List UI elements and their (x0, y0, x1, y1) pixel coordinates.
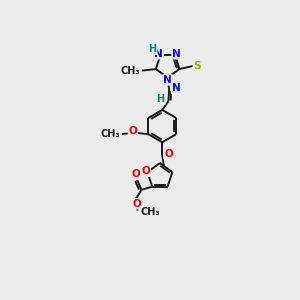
Text: O: O (164, 149, 173, 159)
Text: O: O (128, 126, 137, 136)
Text: N: N (172, 83, 181, 93)
Text: CH₃: CH₃ (141, 207, 160, 217)
Text: H: H (157, 94, 165, 104)
Text: H: H (148, 44, 157, 54)
Text: O: O (142, 166, 150, 176)
Text: N: N (172, 49, 181, 59)
Text: CH₃: CH₃ (120, 66, 140, 76)
Text: N: N (154, 49, 163, 59)
Text: CH₃: CH₃ (100, 129, 120, 139)
Text: N: N (163, 75, 172, 85)
Text: O: O (132, 169, 140, 179)
Text: S: S (193, 61, 201, 71)
Text: O: O (132, 199, 141, 209)
